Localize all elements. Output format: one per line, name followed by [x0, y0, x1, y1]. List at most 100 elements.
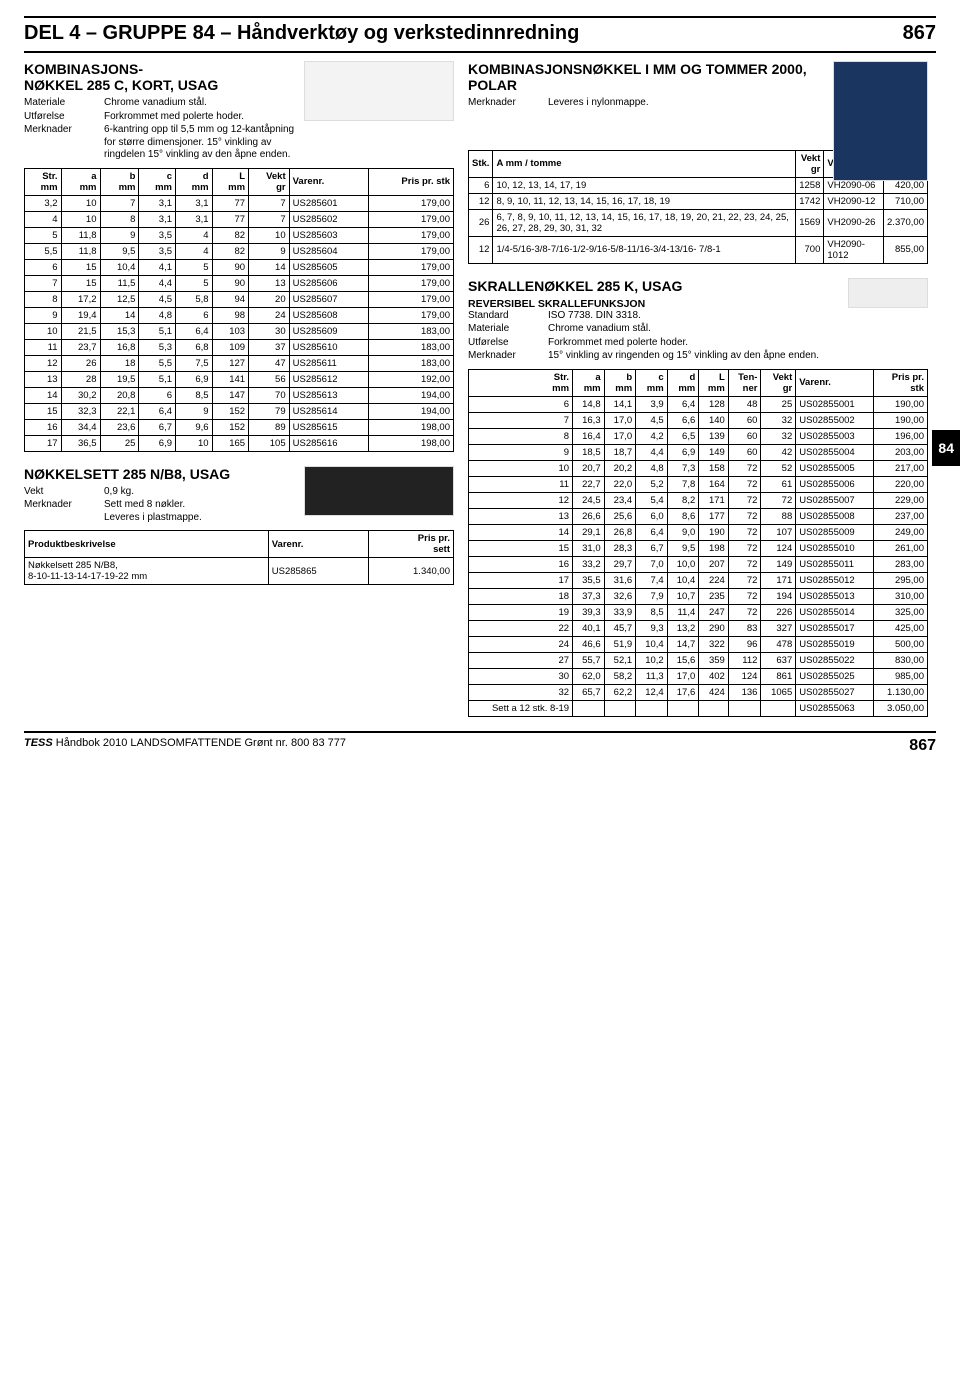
cell: 30 — [249, 323, 290, 339]
cell: 30,2 — [61, 387, 100, 403]
cell: 10 — [61, 211, 100, 227]
cell: 7,0 — [636, 556, 668, 572]
cell: 22,0 — [604, 476, 636, 492]
column-header: Vekt gr — [249, 168, 290, 195]
data-table: ProduktbeskrivelseVarenr.Pris pr. settNø… — [24, 530, 454, 585]
cell: 60 — [728, 444, 761, 460]
cell: 24 — [469, 636, 573, 652]
cell: 107 — [761, 524, 796, 540]
table-row: Sett a 12 stk. 8-19US028550633.050,00 — [469, 700, 928, 716]
cell: 23,6 — [100, 419, 139, 435]
column-header: Vekt gr — [761, 369, 796, 396]
cell: US02855005 — [796, 460, 873, 476]
cell: US02855001 — [796, 396, 873, 412]
cell: 17 — [469, 572, 573, 588]
cell: US02855007 — [796, 492, 873, 508]
cell: 13 — [469, 508, 573, 524]
spec-key: Vekt — [24, 486, 104, 499]
cell: 23,4 — [604, 492, 636, 508]
cell: 72 — [728, 460, 761, 476]
cell: 4,8 — [139, 307, 176, 323]
cell: 18 — [469, 588, 573, 604]
cell: 7,3 — [667, 460, 699, 476]
cell: US02855011 — [796, 556, 873, 572]
cell: 6,7 — [636, 540, 668, 556]
cell: 94 — [212, 291, 249, 307]
cell: 7 — [469, 412, 573, 428]
cell: 30 — [469, 668, 573, 684]
cell: 3.050,00 — [873, 700, 927, 716]
cell: VH2090-12 — [824, 193, 884, 209]
cell: 152 — [212, 419, 249, 435]
cell: 8 — [25, 291, 62, 307]
cell: 500,00 — [873, 636, 927, 652]
cell: 249,00 — [873, 524, 927, 540]
table-row: 919,4144,869824US285608179,00 — [25, 307, 454, 323]
cell: 10 — [176, 435, 213, 451]
cell: US02855025 — [796, 668, 873, 684]
cell: 25,6 — [604, 508, 636, 524]
cell: VH2090-1012 — [824, 236, 884, 263]
cell: 5 — [176, 275, 213, 291]
cell: 700 — [796, 236, 824, 263]
table-row: 5,511,89,53,54829US285604179,00 — [25, 243, 454, 259]
cell: 20,2 — [604, 460, 636, 476]
cell: 56 — [249, 371, 290, 387]
spec-list: StandardISO 7738. DIN 3318.MaterialeChro… — [468, 310, 928, 363]
table-row: 511,893,548210US285603179,00 — [25, 227, 454, 243]
spec-key: Merknader — [24, 124, 104, 162]
cell: 17,0 — [667, 668, 699, 684]
cell: 33,9 — [604, 604, 636, 620]
cell: 12 — [469, 492, 573, 508]
cell: 179,00 — [368, 275, 453, 291]
cell: 55,7 — [573, 652, 605, 668]
cell: US285611 — [289, 355, 368, 371]
cell: 830,00 — [873, 652, 927, 668]
table-row: 1122,722,05,27,81647261US02855006220,00 — [469, 476, 928, 492]
cell: 17,0 — [604, 412, 636, 428]
spec-value: Leveres i nylonmappe. — [548, 97, 828, 110]
cell: 46,6 — [573, 636, 605, 652]
column-header: a mm — [61, 168, 100, 195]
cell: 34,4 — [61, 419, 100, 435]
cell: 65,7 — [573, 684, 605, 700]
table-row: 2446,651,910,414,732296478US02855019500,… — [469, 636, 928, 652]
table-row: 41083,13,1777US285602179,00 — [25, 211, 454, 227]
cell: 103 — [212, 323, 249, 339]
table-row: 1020,720,24,87,31587252US02855005217,00 — [469, 460, 928, 476]
cell: 8, 9, 10, 11, 12, 13, 14, 15, 16, 17, 18… — [493, 193, 796, 209]
cell: 14,1 — [604, 396, 636, 412]
cell: 14 — [25, 387, 62, 403]
cell: US285613 — [289, 387, 368, 403]
spec-key: Merknader — [468, 350, 548, 363]
table-row: 1226185,57,512747US285611183,00 — [25, 355, 454, 371]
cell: 12 — [25, 355, 62, 371]
cell: 6,0 — [636, 508, 668, 524]
cell: 22,7 — [573, 476, 605, 492]
cell: 226 — [761, 604, 796, 620]
spec-list: Vekt0,9 kg.MerknaderSett med 8 nøkler. L… — [24, 486, 298, 525]
cell: 6 — [469, 396, 573, 412]
table-row: 128, 9, 10, 11, 12, 13, 14, 15, 16, 17, … — [469, 193, 928, 209]
cell: 3,5 — [139, 243, 176, 259]
cell: 24 — [249, 307, 290, 323]
cell: 207 — [699, 556, 729, 572]
cell: 9 — [469, 444, 573, 460]
cell: 32,3 — [61, 403, 100, 419]
cell: 13 — [249, 275, 290, 291]
cell: 15 — [61, 275, 100, 291]
cell: 8,5 — [176, 387, 213, 403]
product-3: KOMBINASJONSNØKKEL I MM OG TOMMER 2000, … — [468, 61, 928, 264]
table-row: 918,518,74,46,91496042US02855004203,00 — [469, 444, 928, 460]
column-header: c mm — [636, 369, 668, 396]
cell: 13 — [25, 371, 62, 387]
cell: 72 — [728, 508, 761, 524]
cell: 855,00 — [884, 236, 928, 263]
cell: Nøkkelsett 285 N/B8, 8-10-11-13-14-17-19… — [25, 558, 269, 585]
cell: US285603 — [289, 227, 368, 243]
cell: 4,5 — [139, 291, 176, 307]
cell: 79 — [249, 403, 290, 419]
column-header: Str. mm — [25, 168, 62, 195]
cell: US02855063 — [796, 700, 873, 716]
cell: 10 — [25, 323, 62, 339]
